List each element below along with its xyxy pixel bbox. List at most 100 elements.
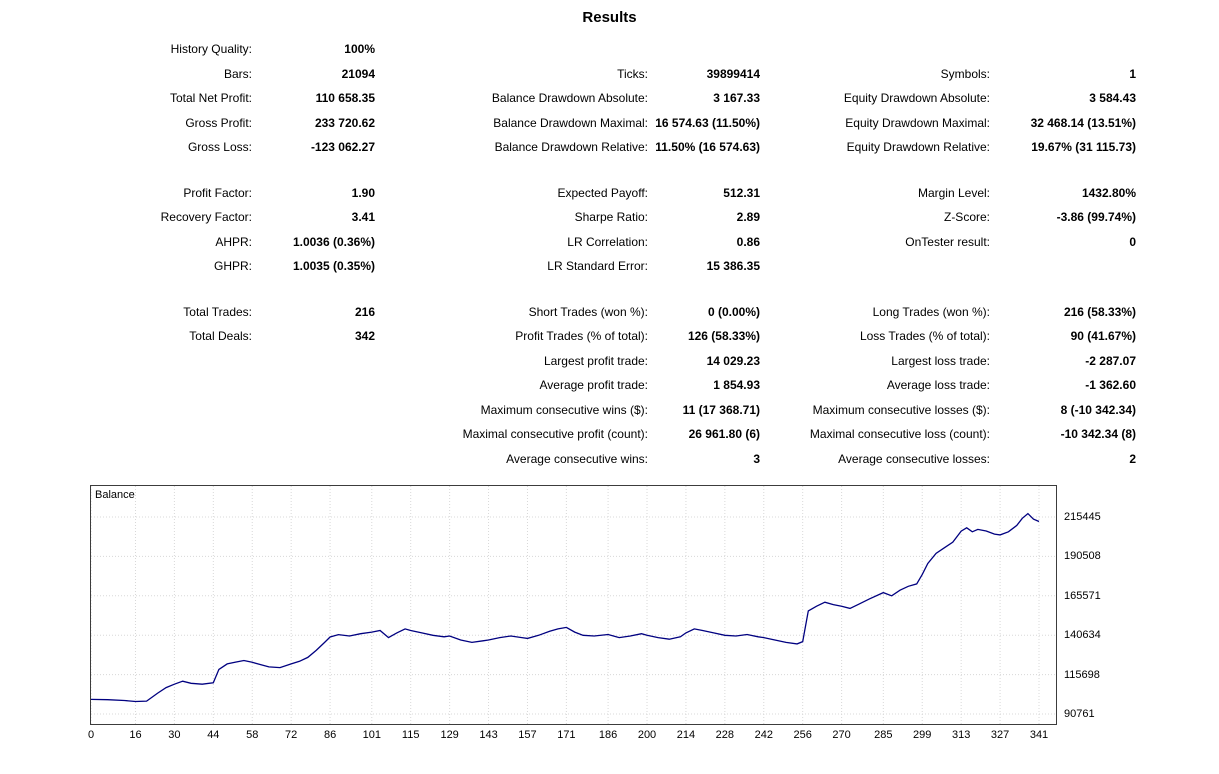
stat-value: -123 062.27 [310, 140, 375, 154]
stat-label: Short Trades (won %): [528, 304, 648, 319]
y-tick-label: 90761 [1064, 707, 1095, 720]
stat-value [252, 349, 375, 374]
x-tick-label: 285 [874, 729, 893, 741]
stat-value: 1.0036 (0.36%) [292, 234, 375, 249]
stat-label: Ticks: [617, 66, 648, 81]
stat-label [60, 373, 252, 398]
stat-label: AHPR: [215, 234, 252, 249]
stat-value [990, 254, 1136, 279]
stat-label: Long Trades (won %): [872, 304, 990, 319]
stat-label: Symbols: [940, 66, 990, 81]
stat-value: 126 (58.33%) [687, 329, 760, 343]
x-tick-label: 214 [676, 729, 696, 741]
stat-label: Maximal consecutive loss (count): [809, 427, 990, 441]
stat-value: 32 468.14 (13.51%) [1030, 115, 1136, 130]
x-tick-label: 313 [951, 729, 971, 741]
stat-label: OnTester result: [905, 234, 990, 249]
stat-label: LR Standard Error: [547, 259, 648, 273]
stat-value: 3 167.33 [713, 91, 760, 105]
chart-legend-balance: Balance [95, 489, 135, 501]
stat-label: Average loss trade: [886, 378, 990, 392]
chart-plot-area: Balance [90, 485, 1057, 725]
stat-label [760, 37, 990, 62]
stat-value: -2 287.07 [1085, 353, 1136, 368]
x-tick-label: 129 [440, 729, 459, 741]
stat-value: 15 386.35 [706, 259, 760, 273]
stat-label: Average consecutive wins: [506, 451, 648, 466]
x-tick-label: 30 [168, 729, 181, 741]
stat-value: 39899414 [706, 66, 760, 81]
stat-value: -3.86 (99.74%) [1056, 210, 1136, 224]
x-tick-label: 242 [754, 729, 773, 741]
stat-label: Total Deals: [189, 329, 252, 343]
x-tick-label: 157 [518, 729, 537, 741]
stat-label [60, 398, 252, 423]
balance-line-chart [91, 486, 1056, 724]
stat-value: 100% [344, 42, 375, 56]
stat-value: 2.89 [736, 210, 760, 224]
stat-label: Average consecutive losses: [838, 451, 990, 466]
stat-value [252, 447, 375, 472]
x-tick-label: 115 [401, 729, 420, 741]
stat-label: Total Trades: [183, 304, 252, 319]
stat-label: Loss Trades (% of total): [859, 329, 990, 343]
stat-value: 14 029.23 [706, 353, 760, 368]
stat-value: 90 (41.67%) [1070, 329, 1136, 343]
stats-table: History Quality: 100% Bars: 21094 Ticks: 3989… [60, 37, 1219, 471]
stat-value: 11 (17 368.71) [682, 402, 760, 417]
stat-label [60, 349, 252, 374]
y-tick-label: 140634 [1064, 629, 1101, 642]
x-tick-label: 171 [557, 729, 576, 741]
stat-label: Average profit trade: [539, 378, 648, 392]
y-tick-label: 115698 [1064, 668, 1100, 681]
stat-label: Equity Drawdown Maximal: [845, 115, 990, 130]
stat-value [252, 398, 375, 423]
stat-label: Maximum consecutive wins ($): [480, 402, 648, 417]
stat-label: Gross Profit: [185, 115, 252, 130]
x-tick-label: 270 [832, 729, 851, 741]
stat-value: -10 342.34 (8) [1060, 427, 1136, 441]
stat-label: Maximum consecutive losses ($): [812, 402, 990, 417]
stat-value: 1 854.93 [713, 378, 760, 392]
stat-label: Profit Factor: [183, 185, 252, 200]
stat-label: Total Net Profit: [169, 91, 252, 105]
x-tick-label: 228 [715, 729, 735, 741]
stat-label [60, 422, 252, 447]
stat-value: 11.50% (16 574.63) [655, 140, 760, 154]
x-tick-label: 44 [207, 729, 220, 741]
stat-value: 0.86 [736, 234, 760, 249]
stat-value: 110 658.35 [315, 91, 375, 105]
x-tick-label: 299 [913, 729, 932, 741]
stat-value: 2 [1129, 451, 1136, 466]
stat-value: 342 [354, 329, 375, 343]
y-tick-label: 215445 [1064, 511, 1101, 523]
stat-label: Z-Score: [943, 210, 990, 224]
x-tick-label: 16 [129, 729, 142, 741]
stat-value: 216 [354, 304, 375, 319]
stat-value [252, 422, 375, 447]
stats-section: Profit Factor: 1.90 Expected Payoff: 512.31… [60, 181, 1219, 279]
stat-value: 216 (58.33%) [1063, 304, 1136, 319]
stat-label: LR Correlation: [567, 234, 648, 249]
stat-label: Balance Drawdown Absolute: [491, 91, 648, 105]
x-tick-label: 58 [246, 729, 259, 741]
y-tick-label: 165571 [1064, 589, 1101, 602]
x-tick-label: 200 [637, 729, 657, 741]
stat-label: Equity Drawdown Relative: [846, 140, 990, 154]
stat-label: Gross Loss: [187, 140, 252, 154]
stat-value: 3 [753, 451, 760, 466]
stat-value: 233 720.62 [314, 115, 375, 130]
stat-label: Recovery Factor: [160, 210, 252, 224]
stat-value: 16 574.63 (11.50%) [655, 115, 760, 130]
stat-value: 512.31 [723, 185, 760, 200]
stat-label: Equity Drawdown Absolute: [843, 91, 990, 105]
x-tick-label: 341 [1029, 729, 1049, 741]
stat-label [60, 447, 252, 472]
x-tick-label: 72 [285, 729, 298, 741]
stat-value: 3 584.43 [1089, 91, 1136, 105]
stat-label: Sharpe Ratio: [574, 210, 648, 224]
stat-value: 3.41 [351, 210, 375, 224]
y-tick-label: 190508 [1064, 550, 1101, 563]
stat-label: Largest profit trade: [543, 353, 648, 368]
stat-label: Balance Drawdown Relative: [494, 140, 648, 154]
